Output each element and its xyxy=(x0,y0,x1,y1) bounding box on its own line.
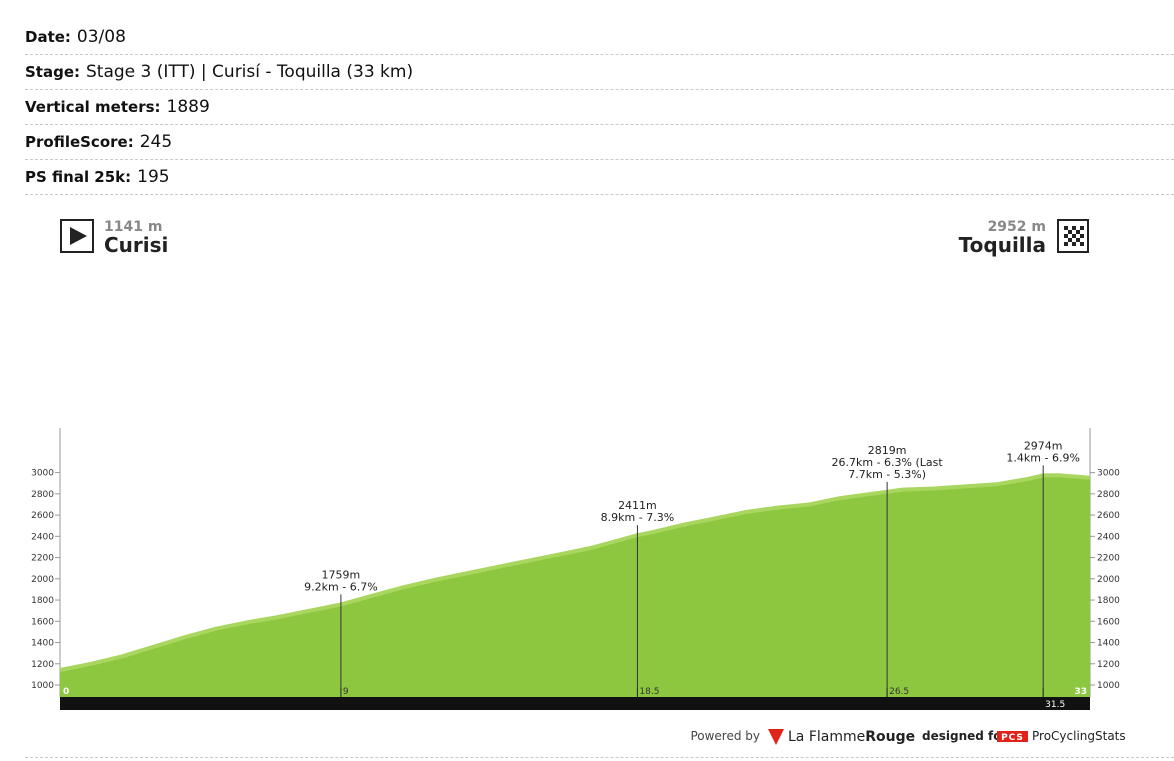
flamme-wordmark-part: La Flamme xyxy=(788,729,865,745)
profilescore-value: 245 xyxy=(139,132,173,152)
checkered-flag-icon xyxy=(1064,226,1084,246)
y-tick-label-right: 2400 xyxy=(1097,532,1120,542)
start-marker: 1141 m Curisi xyxy=(60,219,168,257)
climb-label: 7.7km - 5.3%) xyxy=(848,468,926,481)
flag-square xyxy=(1068,230,1072,234)
profile-fill xyxy=(60,475,1090,697)
flag-square xyxy=(1080,242,1084,246)
flag-square xyxy=(1072,226,1076,230)
flag-square xyxy=(1080,226,1084,230)
pcs-logo-icon xyxy=(997,731,1028,742)
flamme-rouge-logo-icon xyxy=(768,729,784,745)
distance-axis-bar: 0 9 18.5 26.5 31.5 33 xyxy=(60,687,1090,710)
ps-final-key: PS final 25k: xyxy=(25,168,132,186)
climb-label: 26.7km - 6.3% (Last xyxy=(832,456,944,469)
finish-marker: 2952 m Toquilla xyxy=(959,219,1089,257)
flag-square xyxy=(1076,238,1080,242)
y-tick-label-right: 2000 xyxy=(1097,575,1120,585)
y-tick-label-left: 2600 xyxy=(31,511,54,521)
y-tick-label-right: 1600 xyxy=(1097,617,1120,627)
finish-altitude: 2952 m xyxy=(988,219,1046,235)
flamme-rouge-wordmark: La FlammeRouge xyxy=(788,729,915,745)
pcs-name: ProCyclingStats xyxy=(1032,729,1126,743)
flag-square xyxy=(1064,226,1068,230)
y-tick-label-left: 1800 xyxy=(31,596,54,606)
flag-square xyxy=(1064,242,1068,246)
distance-bar xyxy=(60,697,1090,710)
start-altitude: 1141 m xyxy=(104,219,162,235)
climb-label: 1.4km - 6.9% xyxy=(1006,451,1080,464)
x-tick-label-climb: 31.5 xyxy=(1045,700,1065,710)
footer-divider xyxy=(25,757,1174,758)
vertical-meters-value: 1889 xyxy=(166,97,210,117)
climb-label: 8.9km - 7.3% xyxy=(601,511,675,524)
stage-info: Date: 03/08 Stage: Stage 3 (ITT) | Curisí … xyxy=(25,20,1174,195)
profilescore-key: ProfileScore: xyxy=(25,133,134,151)
y-tick-label-left: 3000 xyxy=(31,469,54,479)
y-tick-label-left: 1400 xyxy=(31,639,54,649)
vertical-meters-key: Vertical meters: xyxy=(25,98,161,116)
y-tick-label-left: 1600 xyxy=(31,617,54,627)
ps-final-value: 195 xyxy=(137,167,170,187)
info-row-date: Date: 03/08 xyxy=(25,20,1174,55)
flag-square xyxy=(1076,230,1080,234)
climb-label: 2974m xyxy=(1024,439,1063,452)
flag-square xyxy=(1072,242,1076,246)
flag-square xyxy=(1068,238,1072,242)
x-tick-label-start: 0 xyxy=(63,687,69,697)
stage-profile-chart: 1141 m Curisi 2952 m Toquilla 1000 1000 12… xyxy=(31,219,1126,745)
y-tick-label-right: 3000 xyxy=(1097,469,1120,479)
date-key: Date: xyxy=(25,28,71,46)
start-name: Curisi xyxy=(104,233,168,257)
y-tick-label-right: 1800 xyxy=(1097,596,1120,606)
profile-area xyxy=(59,473,1091,697)
flag-square xyxy=(1072,234,1076,238)
y-tick-label-right: 2600 xyxy=(1097,511,1120,521)
x-tick-label: 26.5 xyxy=(889,687,909,697)
y-tick-label-right: 2800 xyxy=(1097,490,1120,500)
info-row-ps-final: PS final 25k: 195 xyxy=(25,160,1174,195)
y-tick-label-left: 2000 xyxy=(31,575,54,585)
y-tick-label-left: 1000 xyxy=(31,681,54,691)
play-icon-frame xyxy=(60,219,94,253)
x-tick-label: 9 xyxy=(343,687,349,697)
y-tick-label-left: 2400 xyxy=(31,532,54,542)
designed-for-text: designed for xyxy=(922,729,1007,743)
climb-label: 2411m xyxy=(618,499,657,512)
x-tick-label-finish: 33 xyxy=(1074,687,1087,697)
y-tick-label-left: 2200 xyxy=(31,554,54,564)
info-row-profilescore: ProfileScore: 245 xyxy=(25,125,1174,160)
y-tick-label-right: 1000 xyxy=(1097,681,1120,691)
climb-label: 2819m xyxy=(868,444,907,457)
y-tick-label-left: 2800 xyxy=(31,490,54,500)
finish-name: Toquilla xyxy=(959,233,1046,257)
y-tick-label-right: 1200 xyxy=(1097,660,1120,670)
info-row-vertical-meters: Vertical meters: 1889 xyxy=(25,90,1174,125)
info-row-stage: Stage: Stage 3 (ITT) | Curisí - Toquilla … xyxy=(25,55,1174,90)
pcs-badge-text: PCS xyxy=(1001,733,1024,743)
stage-key: Stage: xyxy=(25,63,81,81)
profile-top-edge xyxy=(59,473,1091,672)
y-tick-label-left: 1200 xyxy=(31,660,54,670)
play-icon xyxy=(70,227,87,245)
climb-label: 9.2km - 6.7% xyxy=(304,580,378,593)
stage-value: Stage 3 (ITT) | Curisí - Toquilla (33 km… xyxy=(86,62,414,82)
y-tick-label-right: 2200 xyxy=(1097,554,1120,564)
powered-by-text: Powered by xyxy=(690,729,760,743)
flag-square xyxy=(1080,234,1084,238)
date-value: 03/08 xyxy=(76,27,126,47)
y-tick-label-right: 1400 xyxy=(1097,639,1120,649)
x-tick-label: 18.5 xyxy=(639,687,659,697)
rouge-wordmark-part: Rouge xyxy=(865,729,915,745)
flag-square xyxy=(1064,234,1068,238)
climb-label: 1759m xyxy=(322,568,361,581)
chart-axes: 1000 1000 1200 1200 1400 1400 1600 1600 1800 1800… xyxy=(31,428,1120,697)
footer-branding: Powered by La FlammeRouge designed for P… xyxy=(690,729,1126,745)
